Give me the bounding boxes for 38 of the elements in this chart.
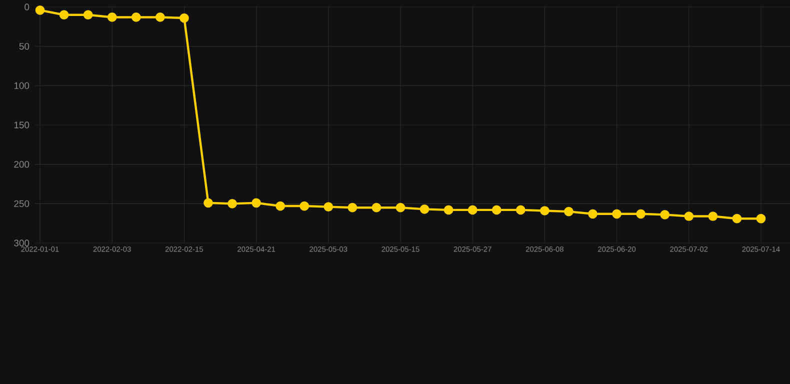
y-tick-label: 150 bbox=[14, 122, 30, 128]
point bbox=[396, 202, 406, 212]
y-tick-label: 200 bbox=[14, 160, 30, 168]
point bbox=[276, 201, 286, 211]
point bbox=[492, 205, 502, 215]
y-tick-label: 100 bbox=[14, 82, 30, 90]
point bbox=[516, 205, 526, 215]
point bbox=[35, 5, 45, 15]
point bbox=[300, 201, 310, 211]
point bbox=[348, 202, 358, 212]
point bbox=[83, 10, 93, 20]
point bbox=[756, 214, 766, 224]
point bbox=[228, 198, 237, 208]
y-tick-label: 250 bbox=[14, 200, 30, 208]
point bbox=[732, 214, 742, 224]
point bbox=[612, 209, 622, 219]
point bbox=[588, 209, 598, 219]
point bbox=[468, 205, 478, 215]
point bbox=[636, 209, 646, 219]
point bbox=[131, 12, 141, 22]
point bbox=[252, 198, 261, 208]
y-tick-label: 50 bbox=[19, 42, 30, 50]
point bbox=[420, 204, 430, 214]
point bbox=[180, 13, 189, 23]
point bbox=[204, 198, 213, 208]
point bbox=[324, 202, 334, 212]
point bbox=[107, 12, 117, 22]
point bbox=[564, 206, 574, 216]
point bbox=[155, 12, 165, 22]
y-tick-label: 0 bbox=[24, 4, 30, 10]
point bbox=[708, 212, 718, 221]
point bbox=[684, 212, 694, 221]
point bbox=[59, 10, 69, 20]
point bbox=[660, 210, 670, 220]
point bbox=[444, 205, 454, 215]
y-tick-label: 300 bbox=[14, 240, 30, 246]
point bbox=[372, 202, 382, 212]
point bbox=[540, 206, 550, 216]
